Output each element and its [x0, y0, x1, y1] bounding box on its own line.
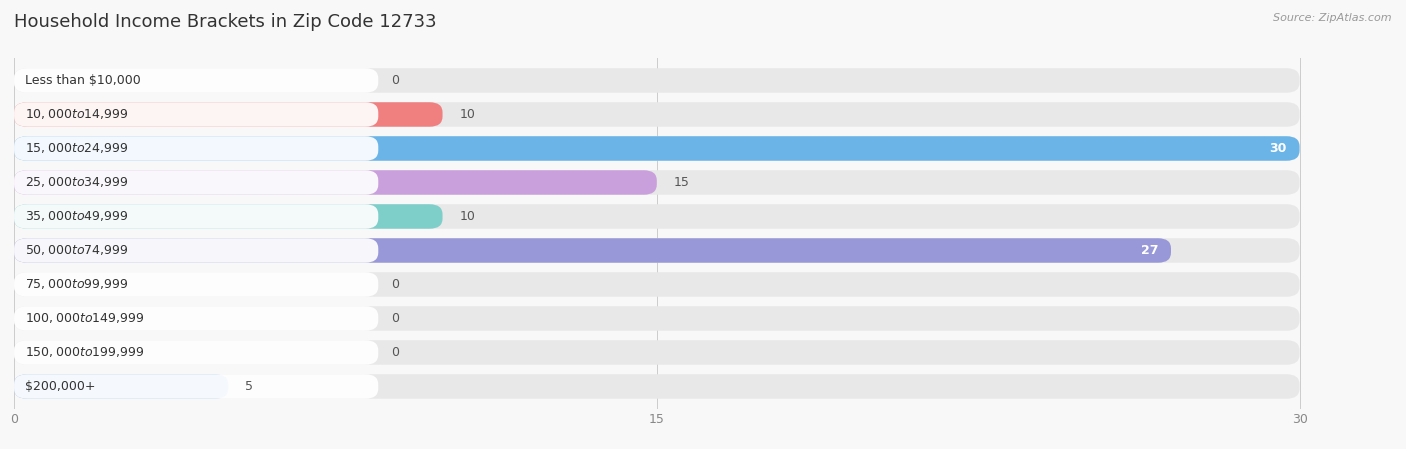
Text: 5: 5	[246, 380, 253, 393]
FancyBboxPatch shape	[14, 272, 378, 297]
Text: $15,000 to $24,999: $15,000 to $24,999	[25, 141, 128, 155]
FancyBboxPatch shape	[14, 136, 1299, 161]
FancyBboxPatch shape	[14, 374, 1299, 399]
Text: $50,000 to $74,999: $50,000 to $74,999	[25, 243, 128, 257]
FancyBboxPatch shape	[14, 306, 1299, 331]
FancyBboxPatch shape	[14, 170, 1299, 195]
FancyBboxPatch shape	[14, 102, 378, 127]
FancyBboxPatch shape	[14, 68, 378, 92]
FancyBboxPatch shape	[14, 374, 378, 399]
Text: 0: 0	[391, 346, 399, 359]
FancyBboxPatch shape	[14, 102, 443, 127]
Text: $25,000 to $34,999: $25,000 to $34,999	[25, 176, 128, 189]
Text: $75,000 to $99,999: $75,000 to $99,999	[25, 277, 128, 291]
FancyBboxPatch shape	[14, 102, 1299, 127]
FancyBboxPatch shape	[14, 238, 1299, 263]
FancyBboxPatch shape	[14, 238, 1171, 263]
Text: 15: 15	[673, 176, 690, 189]
Text: 10: 10	[460, 108, 475, 121]
Text: 10: 10	[460, 210, 475, 223]
FancyBboxPatch shape	[14, 238, 378, 263]
FancyBboxPatch shape	[14, 204, 1299, 229]
FancyBboxPatch shape	[14, 374, 228, 399]
Text: 0: 0	[391, 74, 399, 87]
FancyBboxPatch shape	[14, 170, 657, 195]
Text: $100,000 to $149,999: $100,000 to $149,999	[25, 312, 145, 326]
Text: Household Income Brackets in Zip Code 12733: Household Income Brackets in Zip Code 12…	[14, 13, 437, 31]
FancyBboxPatch shape	[14, 272, 1299, 297]
FancyBboxPatch shape	[14, 340, 1299, 365]
Text: 0: 0	[391, 312, 399, 325]
Text: 27: 27	[1140, 244, 1159, 257]
FancyBboxPatch shape	[14, 204, 378, 229]
Text: Less than $10,000: Less than $10,000	[25, 74, 141, 87]
FancyBboxPatch shape	[14, 340, 378, 365]
Text: $200,000+: $200,000+	[25, 380, 96, 393]
FancyBboxPatch shape	[14, 204, 443, 229]
FancyBboxPatch shape	[14, 306, 378, 331]
Text: $10,000 to $14,999: $10,000 to $14,999	[25, 107, 128, 122]
FancyBboxPatch shape	[14, 136, 1299, 161]
Text: $35,000 to $49,999: $35,000 to $49,999	[25, 210, 128, 224]
Text: $150,000 to $199,999: $150,000 to $199,999	[25, 345, 145, 360]
FancyBboxPatch shape	[14, 68, 1299, 92]
Text: 0: 0	[391, 278, 399, 291]
FancyBboxPatch shape	[14, 170, 378, 195]
FancyBboxPatch shape	[14, 136, 378, 161]
Text: Source: ZipAtlas.com: Source: ZipAtlas.com	[1274, 13, 1392, 23]
Text: 30: 30	[1270, 142, 1286, 155]
